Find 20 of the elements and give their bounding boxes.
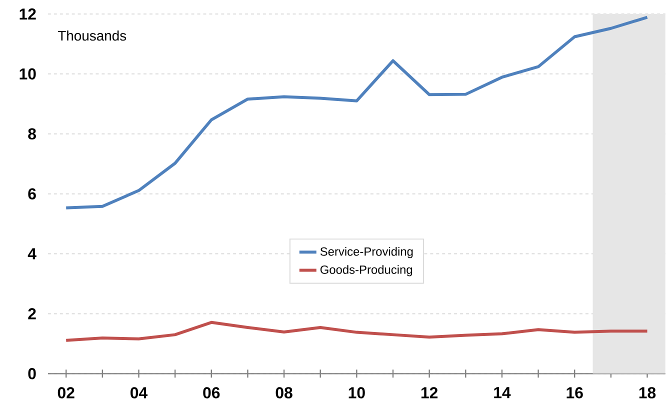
x-tick-label: 16 bbox=[566, 387, 583, 399]
annotation: Thousands bbox=[58, 30, 126, 41]
x-tick-label: 08 bbox=[276, 387, 292, 399]
x-tick-label: 18 bbox=[639, 387, 656, 399]
x-tick-label: 04 bbox=[130, 387, 148, 399]
x-tick-label: 10 bbox=[348, 387, 365, 399]
line-series bbox=[64, 321, 649, 342]
x-tick-label: 14 bbox=[494, 387, 511, 398]
y-tick-label: 2 bbox=[28, 308, 36, 320]
legend-label: Service-Providing bbox=[320, 247, 413, 258]
y-tick-label: 8 bbox=[28, 128, 36, 140]
y-tick-label: 4 bbox=[28, 248, 36, 260]
y-tick-label: 6 bbox=[28, 188, 36, 200]
y-tick-label: 0 bbox=[28, 368, 36, 380]
x-tick-label: 02 bbox=[58, 387, 74, 399]
y-tick-label: 10 bbox=[20, 68, 36, 80]
x-tick-label: 06 bbox=[203, 387, 220, 399]
x-tick-label: 12 bbox=[421, 387, 438, 398]
y-tick-label: 12 bbox=[20, 8, 36, 20]
legend-label: Goods-Producing bbox=[320, 265, 412, 276]
